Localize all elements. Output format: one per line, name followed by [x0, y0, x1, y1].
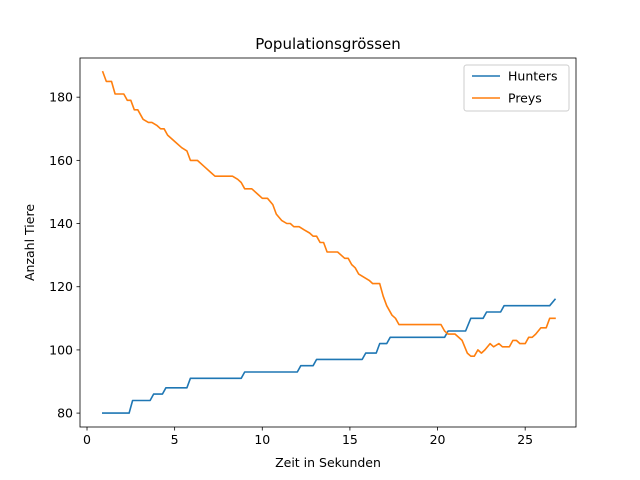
- x-tick-label: 25: [517, 432, 533, 447]
- x-tick-label: 20: [430, 432, 446, 447]
- x-axis-label: Zeit in Sekunden: [275, 455, 381, 470]
- x-tick-label: 0: [83, 432, 91, 447]
- x-tick-label: 10: [254, 432, 270, 447]
- series-lines: [101, 70, 557, 414]
- y-tick-label: 180: [49, 90, 73, 105]
- y-axis-ticks: 80 100 120 140 160 180: [49, 90, 80, 421]
- plot-frame: [79, 57, 577, 428]
- legend-label-preys: Preys: [508, 91, 542, 106]
- y-tick-label: 100: [49, 342, 73, 357]
- x-tick-label: 5: [171, 432, 179, 447]
- y-tick-label: 80: [57, 406, 73, 421]
- chart-title: Populationsgrössen: [255, 35, 401, 53]
- y-tick-label: 160: [49, 153, 73, 168]
- legend-label-hunters: Hunters: [508, 69, 558, 84]
- legend: Hunters Preys: [463, 64, 570, 112]
- y-tick-label: 120: [49, 279, 73, 294]
- y-tick-label: 140: [49, 216, 73, 231]
- series-line-hunters: [102, 298, 557, 414]
- x-tick-label: 15: [342, 432, 358, 447]
- y-axis-label: Anzahl Tiere: [22, 204, 37, 281]
- series-line-preys: [101, 70, 556, 357]
- x-axis-ticks: 0 5 10 15 20 25: [83, 427, 533, 447]
